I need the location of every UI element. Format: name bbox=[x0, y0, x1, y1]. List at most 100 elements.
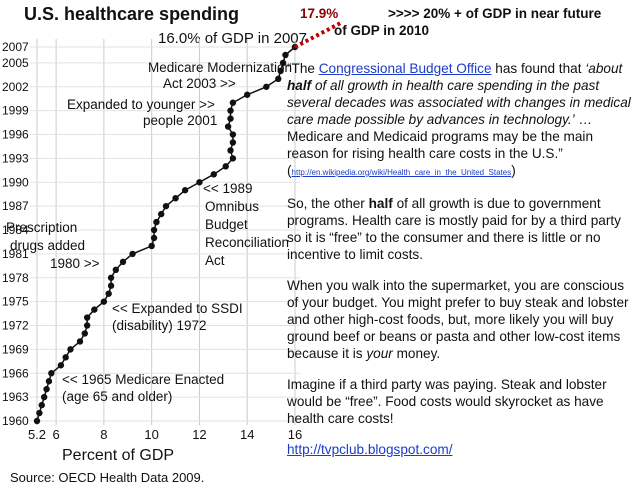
point bbox=[172, 194, 179, 202]
point bbox=[107, 282, 115, 289]
point bbox=[40, 393, 48, 401]
y-tick-label: 2007 bbox=[2, 40, 29, 54]
point bbox=[158, 210, 165, 218]
point bbox=[153, 218, 160, 226]
paragraph: http://tvpclub.blogspot.com/ bbox=[287, 441, 637, 458]
point bbox=[229, 139, 237, 146]
point bbox=[148, 242, 155, 250]
y-tick-label: 1987 bbox=[2, 199, 29, 213]
text: of all growth is due to government progr… bbox=[287, 196, 621, 262]
text: money. bbox=[392, 346, 441, 361]
annotation: Prescription bbox=[6, 220, 77, 235]
chart-subtitle: 16.0% of GDP in 2007 bbox=[158, 30, 307, 47]
text: “The bbox=[287, 61, 319, 76]
annotation: Act 2003 >> bbox=[163, 76, 236, 91]
text: When you walk into the supermarket, you … bbox=[287, 278, 629, 361]
point bbox=[57, 362, 65, 369]
annotation: Expanded to younger >> bbox=[67, 97, 215, 112]
link[interactable]: Congressional Budget Office bbox=[318, 61, 492, 76]
point bbox=[62, 354, 69, 361]
point bbox=[38, 401, 45, 409]
point bbox=[119, 258, 127, 266]
annotation: Act bbox=[205, 253, 225, 268]
paragraph: “The Congressional Budget Office has fou… bbox=[287, 60, 637, 181]
point bbox=[210, 171, 217, 178]
text: half bbox=[287, 78, 312, 93]
point bbox=[181, 187, 189, 194]
point bbox=[91, 306, 98, 313]
x-tick-label: 16 bbox=[288, 427, 302, 442]
point bbox=[277, 67, 284, 75]
annotation: >>>> 20% + of GDP in near future bbox=[388, 6, 602, 21]
point bbox=[105, 290, 112, 297]
text: So, the other bbox=[287, 196, 369, 211]
point bbox=[227, 115, 234, 122]
y-tick-label: 1996 bbox=[2, 128, 29, 142]
annotation: << 1965 Medicare Enacted bbox=[62, 372, 224, 387]
point bbox=[162, 202, 170, 210]
x-tick-label: 14 bbox=[240, 427, 254, 442]
annotation: << Expanded to SSDI bbox=[112, 301, 243, 316]
annotation: Omnibus bbox=[205, 199, 259, 214]
x-tick-label: 10 bbox=[144, 427, 158, 442]
point bbox=[45, 378, 53, 385]
y-tick-label: 1963 bbox=[2, 390, 29, 404]
point bbox=[222, 163, 229, 170]
point bbox=[36, 409, 43, 417]
annotation: people 2001 bbox=[143, 113, 217, 128]
point bbox=[227, 147, 234, 154]
paragraph: Imagine if a third party was paying. Ste… bbox=[287, 376, 637, 427]
point bbox=[76, 338, 84, 345]
x-tick-label: 12 bbox=[192, 427, 206, 442]
point bbox=[275, 75, 282, 83]
point bbox=[100, 298, 108, 305]
point bbox=[43, 385, 50, 393]
annotation: (age 65 and older) bbox=[62, 389, 172, 404]
y-tick-label: 2005 bbox=[2, 56, 29, 70]
text: half bbox=[368, 196, 393, 211]
x-tick-label: 5.2 bbox=[28, 427, 46, 442]
text: ‘about bbox=[585, 61, 623, 76]
point bbox=[229, 155, 237, 162]
link[interactable]: http://tvpclub.blogspot.com/ bbox=[287, 442, 453, 457]
source: Source: OECD Health Data 2009. bbox=[10, 470, 204, 485]
text: your bbox=[366, 346, 393, 361]
point bbox=[67, 346, 74, 353]
y-tick-label: 1990 bbox=[2, 175, 29, 189]
annotation: of GDP in 2010 bbox=[334, 23, 429, 38]
point bbox=[112, 266, 120, 274]
point bbox=[282, 51, 289, 59]
point bbox=[150, 234, 158, 242]
y-tick-label: 1984 bbox=[2, 223, 29, 237]
point bbox=[229, 99, 237, 106]
point bbox=[263, 83, 270, 90]
point bbox=[83, 322, 91, 329]
annotation: 17.9% bbox=[300, 6, 338, 21]
y-tick-label: 1981 bbox=[2, 247, 29, 261]
point bbox=[150, 226, 158, 234]
text: Imagine if a third party was paying. Ste… bbox=[287, 377, 607, 426]
point bbox=[129, 250, 136, 258]
point bbox=[107, 274, 115, 281]
link[interactable]: http://en.wikipedia.org/wiki/Health_care… bbox=[291, 168, 512, 177]
y-tick-label: 1972 bbox=[2, 319, 29, 333]
x-tick-label: 8 bbox=[100, 427, 107, 442]
point bbox=[81, 330, 88, 337]
text: … Medicare and Medicaid programs may be … bbox=[287, 112, 594, 178]
point bbox=[224, 123, 232, 130]
paragraph: When you walk into the supermarket, you … bbox=[287, 277, 637, 362]
text: has found that bbox=[491, 61, 586, 76]
annotation: << 1989 bbox=[203, 181, 253, 196]
annotation: Medicare Modernization bbox=[148, 60, 292, 75]
y-tick-label: 1960 bbox=[2, 414, 29, 428]
point bbox=[227, 107, 234, 114]
paragraph: So, the other half of all growth is due … bbox=[287, 195, 637, 263]
point bbox=[279, 59, 287, 67]
point bbox=[229, 131, 237, 138]
annotation: Reconciliation bbox=[205, 235, 289, 250]
point bbox=[244, 91, 251, 98]
y-tick-label: 1978 bbox=[2, 271, 29, 285]
point bbox=[33, 417, 41, 425]
